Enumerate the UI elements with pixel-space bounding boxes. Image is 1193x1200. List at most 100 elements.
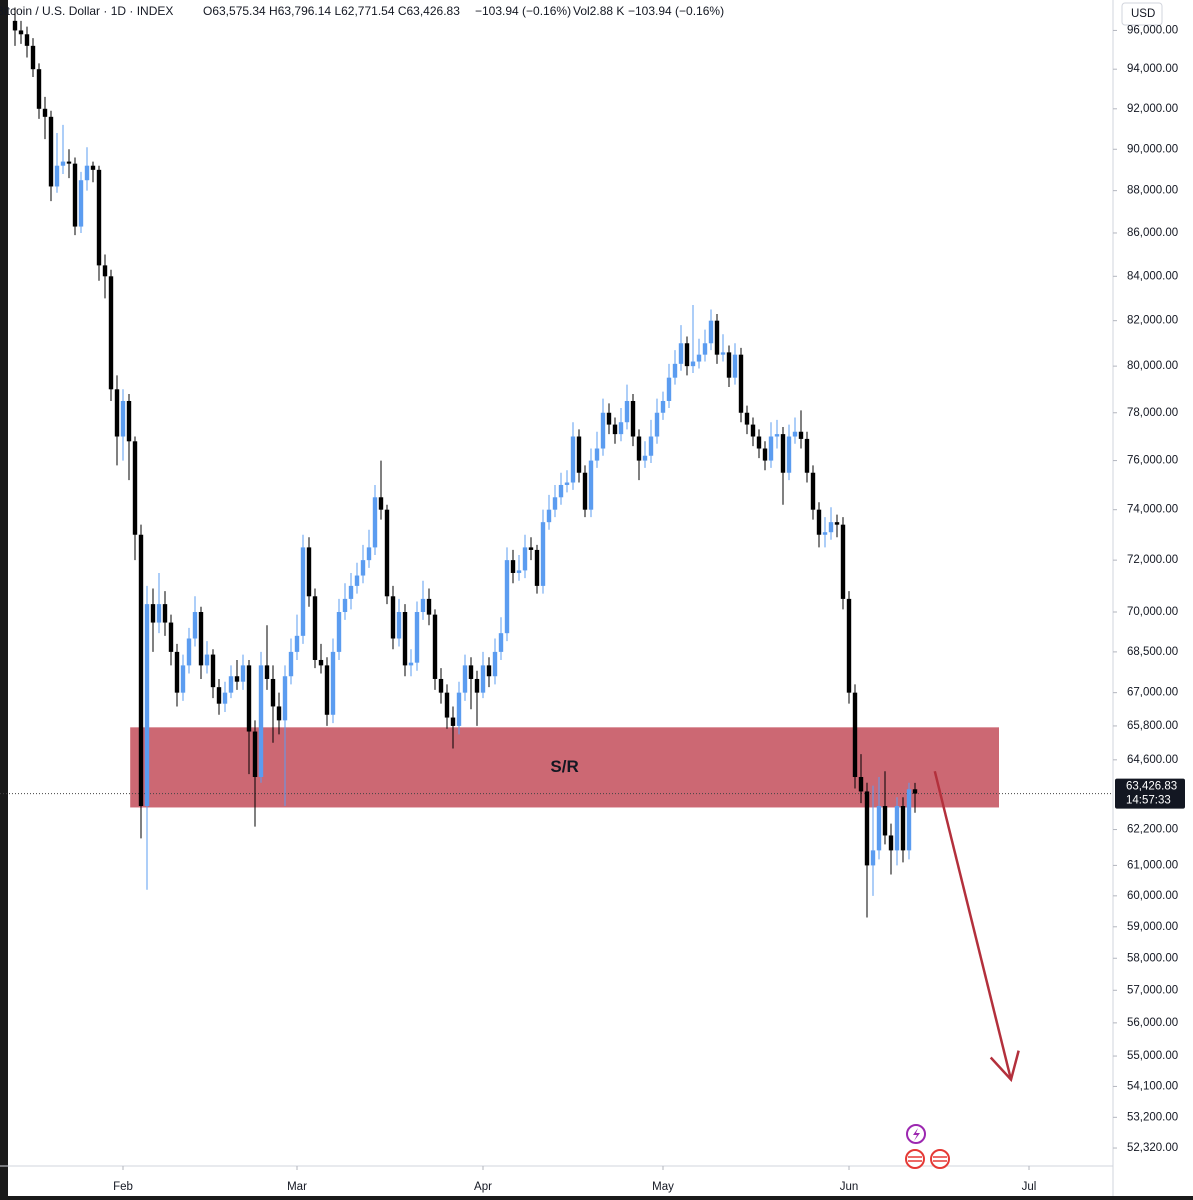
y-tick-label: 57,000.00 bbox=[1127, 984, 1178, 996]
x-tick-label: Apr bbox=[474, 1181, 492, 1193]
y-tick-label: 88,000.00 bbox=[1127, 185, 1178, 197]
arrow-shaft bbox=[933, 770, 1013, 1080]
candle-body bbox=[534, 549, 540, 586]
candle-body bbox=[144, 604, 150, 807]
candle-body bbox=[768, 436, 774, 461]
y-tick-label: 92,000.00 bbox=[1127, 103, 1178, 115]
candle-body bbox=[852, 692, 858, 778]
candle-body bbox=[204, 654, 210, 666]
candle-body bbox=[492, 651, 498, 677]
candle-body bbox=[150, 604, 156, 623]
candle-body bbox=[438, 678, 444, 693]
flag-icon[interactable] bbox=[930, 1149, 950, 1169]
event-icons[interactable] bbox=[905, 1124, 950, 1169]
candle-body bbox=[120, 400, 126, 437]
candle-body bbox=[900, 806, 906, 851]
candle-body bbox=[18, 30, 24, 35]
candle-body bbox=[366, 547, 372, 561]
flag-stripes bbox=[908, 1156, 947, 1162]
currency-box[interactable] bbox=[1121, 2, 1163, 26]
candle-body bbox=[576, 436, 582, 473]
candle-body bbox=[552, 497, 558, 510]
y-tick-label: 74,000.00 bbox=[1127, 504, 1178, 516]
candle-body bbox=[618, 422, 624, 435]
candle-body bbox=[378, 497, 384, 510]
y-tick-label: 86,000.00 bbox=[1127, 227, 1178, 239]
candle-body bbox=[444, 692, 450, 718]
y-tick-label: 54,100.00 bbox=[1127, 1080, 1178, 1092]
candle-body bbox=[264, 665, 270, 679]
candle-body bbox=[600, 412, 606, 449]
y-tick-label: 64,600.00 bbox=[1127, 754, 1178, 766]
candle-body bbox=[864, 791, 870, 866]
candle-body bbox=[786, 436, 792, 473]
symbol: Bitcoin / U.S. Dollar · 1D · INDEX bbox=[0, 4, 173, 18]
candle-body bbox=[594, 448, 600, 461]
candle-body bbox=[174, 651, 180, 693]
candle-body bbox=[132, 441, 138, 535]
candle-body bbox=[390, 596, 396, 639]
y-tick-label: 84,000.00 bbox=[1127, 270, 1178, 282]
candle-body bbox=[48, 116, 54, 187]
candle-body bbox=[558, 484, 564, 498]
y-tick-label: 68,500.00 bbox=[1127, 646, 1178, 658]
y-tick-label: 55,000.00 bbox=[1127, 1050, 1178, 1062]
candle-body bbox=[612, 424, 618, 435]
candle-body bbox=[528, 547, 534, 550]
candle-body bbox=[624, 400, 630, 423]
arrow-head bbox=[989, 1050, 1020, 1083]
candle-body bbox=[720, 352, 726, 355]
y-tick-label: 90,000.00 bbox=[1127, 143, 1178, 155]
candle-body bbox=[270, 678, 276, 707]
candle-body bbox=[468, 665, 474, 679]
candle-body bbox=[90, 165, 96, 170]
candle-body bbox=[234, 676, 240, 682]
candle-body bbox=[684, 343, 690, 367]
candle-body bbox=[432, 614, 438, 679]
candle-body bbox=[678, 343, 684, 364]
candle-body bbox=[810, 472, 816, 510]
candle-body bbox=[282, 676, 288, 721]
candle-body bbox=[828, 522, 834, 533]
candle-body bbox=[228, 676, 234, 693]
candle-body bbox=[732, 354, 738, 378]
candle-body bbox=[192, 612, 198, 639]
left-edge bbox=[0, 0, 8, 1200]
candle-body bbox=[72, 163, 78, 227]
y-tick-label: 52,320.00 bbox=[1127, 1142, 1178, 1154]
candle-body bbox=[570, 436, 576, 483]
candle-body bbox=[504, 560, 510, 634]
candle-body bbox=[384, 509, 390, 597]
candle-body bbox=[480, 665, 486, 693]
flag-icon[interactable] bbox=[905, 1149, 925, 1169]
candle-body bbox=[648, 436, 654, 456]
candle-body bbox=[756, 436, 762, 449]
currency[interactable]: USD bbox=[1131, 8, 1155, 20]
candle-body bbox=[660, 400, 666, 413]
change: −103.94 (−0.16%) bbox=[475, 4, 571, 18]
volume: Vol2.88 K bbox=[573, 4, 624, 18]
candle-body bbox=[792, 431, 798, 437]
candle-body bbox=[42, 108, 48, 117]
candle-body bbox=[474, 678, 480, 693]
candle-body bbox=[168, 622, 174, 652]
y-tick-label: 61,000.00 bbox=[1127, 859, 1178, 871]
candle-body bbox=[690, 361, 696, 367]
x-tick-label: May bbox=[652, 1181, 674, 1193]
candle-body bbox=[696, 354, 702, 362]
candle-body bbox=[342, 598, 348, 613]
candle-body bbox=[138, 534, 144, 807]
candle-body bbox=[246, 665, 252, 732]
y-tick-label: 67,000.00 bbox=[1127, 687, 1178, 699]
candle-body bbox=[846, 598, 852, 693]
candle-body bbox=[324, 665, 330, 715]
candle-body bbox=[588, 460, 594, 510]
candle-body bbox=[408, 662, 414, 666]
y-tick-label: 53,200.00 bbox=[1127, 1111, 1178, 1123]
candle-body bbox=[360, 560, 366, 576]
candle-body bbox=[162, 604, 168, 623]
candle-body bbox=[12, 20, 18, 31]
candle-body bbox=[630, 400, 636, 437]
candle-body bbox=[336, 612, 342, 652]
